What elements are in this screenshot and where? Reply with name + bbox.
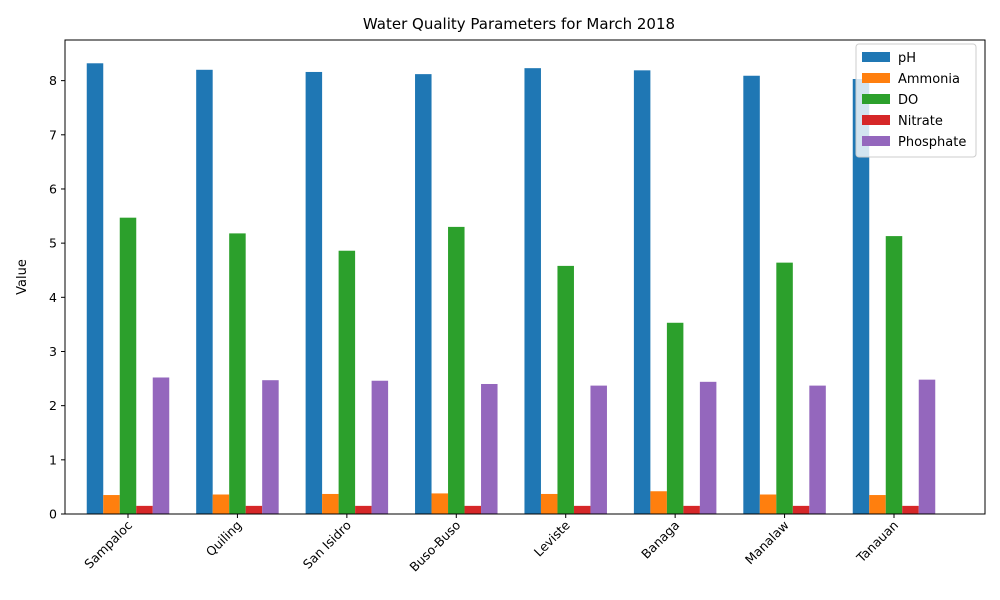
y-tick-label: 3: [49, 344, 57, 359]
bar-do-tanauan: [885, 236, 903, 514]
x-tick-label: San Isidro: [300, 518, 354, 572]
y-tick-label: 8: [49, 73, 57, 88]
bar-phosphate-quiling: [262, 380, 279, 514]
bar-do-san-isidro: [338, 250, 356, 515]
bar-nitrate-buso-buso: [464, 505, 482, 514]
bar-ph-quiling: [196, 69, 213, 514]
bar-phosphate-banaga: [699, 381, 717, 514]
bar-ph-buso-buso: [415, 74, 432, 514]
bar-ammonia-banaga: [650, 491, 667, 514]
bar-ammonia-sampaloc: [103, 495, 120, 514]
x-tick-label: Tanauan: [853, 518, 901, 566]
legend-swatch-nitrate: [862, 115, 890, 125]
legend: pH Ammonia DO Nitrate Phosphate: [855, 43, 977, 158]
bar-ph-sampaloc: [86, 63, 104, 514]
bar-nitrate-leviste: [573, 505, 591, 514]
bar-nitrate-sampaloc: [136, 505, 153, 514]
y-tick-label: 7: [49, 127, 57, 142]
bar-ammonia-buso-buso: [431, 493, 449, 514]
y-tick-label: 0: [49, 507, 57, 522]
chart-title: Water Quality Parameters for March 2018: [363, 15, 675, 33]
bar-nitrate-manalaw: [792, 505, 810, 514]
bar-do-sampaloc: [119, 217, 137, 514]
x-tick-label: Banaga: [638, 518, 682, 562]
legend-label-phosphate: Phosphate: [898, 135, 966, 150]
bar-ph-tanauan: [852, 79, 870, 514]
y-tick-label: 1: [49, 452, 57, 467]
bar-ph-san-isidro: [305, 71, 323, 515]
bar-nitrate-quiling: [245, 505, 263, 514]
axes-frame: [64, 39, 986, 515]
bar-phosphate-sampaloc: [152, 377, 170, 514]
bar-do-quiling: [229, 233, 246, 514]
bar-ph-banaga: [633, 70, 651, 514]
bar-ammonia-manalaw: [759, 494, 777, 514]
x-tick-label: Buso-Buso: [406, 518, 463, 575]
bar-do-buso-buso: [448, 226, 465, 514]
bar-phosphate-manalaw: [809, 385, 826, 514]
bar-ammonia-quiling: [212, 494, 230, 514]
bar-do-leviste: [557, 265, 574, 514]
legend-swatch-do: [862, 94, 890, 104]
legend-label-do: DO: [898, 93, 918, 108]
x-tick-label: Quiling: [203, 518, 245, 560]
legend-label-nitrate: Nitrate: [898, 114, 943, 129]
x-tick-label: Manalaw: [742, 518, 792, 568]
x-tick-label: Leviste: [531, 517, 573, 559]
bar-nitrate-tanauan: [902, 505, 919, 514]
bar-ph-leviste: [524, 68, 541, 515]
legend-box: [855, 43, 977, 158]
bar-nitrate-banaga: [683, 505, 700, 514]
legend-label-ph: pH: [898, 51, 916, 66]
bar-ammonia-leviste: [540, 493, 558, 514]
legend-swatch-ph: [862, 52, 890, 62]
bar-phosphate-san-isidro: [371, 380, 389, 514]
y-tick-label: 6: [49, 181, 57, 196]
bar-ph-manalaw: [743, 75, 760, 514]
bar-phosphate-tanauan: [918, 379, 936, 514]
bar-do-banaga: [666, 322, 684, 514]
legend-swatch-phosphate: [862, 136, 890, 146]
bar-nitrate-san-isidro: [355, 505, 372, 514]
bar-ammonia-tanauan: [869, 495, 886, 514]
bar-phosphate-buso-buso: [481, 383, 498, 514]
bar-ammonia-san-isidro: [322, 493, 339, 514]
plot-area: 0 1 2 3 4 5 6 7 8 Sampaloc Quiling San Isidro Buso-B…: [49, 39, 986, 575]
y-tick-label: 2: [49, 398, 57, 413]
bar-do-manalaw: [776, 262, 793, 514]
x-tick-label: Sampaloc: [81, 517, 135, 571]
legend-label-ammonia: Ammonia: [898, 72, 960, 87]
y-tick-label: 5: [49, 236, 57, 251]
legend-swatch-ammonia: [862, 73, 890, 83]
y-axis-label: Value: [15, 259, 30, 295]
bar-phosphate-leviste: [590, 385, 607, 514]
y-tick-label: 4: [49, 290, 57, 305]
